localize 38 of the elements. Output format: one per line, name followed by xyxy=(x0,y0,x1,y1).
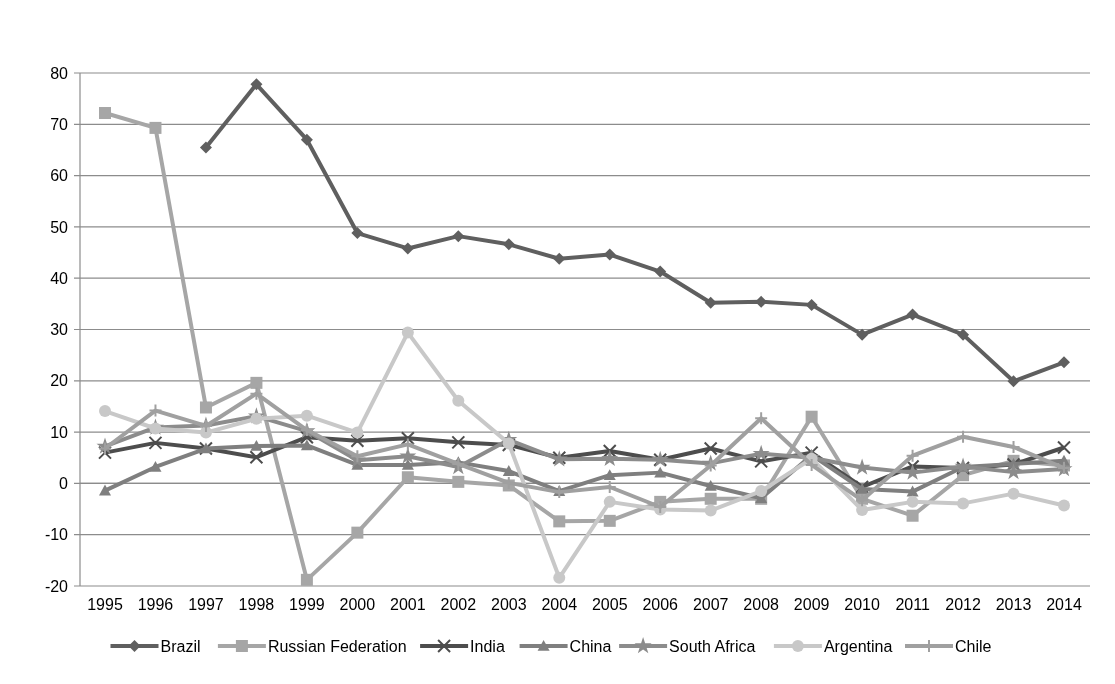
legend-label: China xyxy=(569,637,612,655)
x-tick-label: 2013 xyxy=(995,596,1032,613)
legend-label: Russian Federation xyxy=(267,637,407,655)
x-tick-label: 2008 xyxy=(743,596,780,613)
y-tick-label: 60 xyxy=(50,167,69,185)
y-tick-label: 10 xyxy=(50,423,69,441)
x-tick-label: 2003 xyxy=(490,596,527,613)
y-tick-label: -20 xyxy=(44,577,69,595)
y-tick-label: 20 xyxy=(50,372,69,390)
x-tick-label: 1998 xyxy=(238,596,275,613)
x-tick-label: 2000 xyxy=(339,596,376,613)
x-tick-label: 1997 xyxy=(188,596,224,613)
x-tick-label: 2005 xyxy=(591,596,628,613)
x-tick-label: 2002 xyxy=(440,596,477,613)
legend-label: South Africa xyxy=(669,637,756,655)
y-tick-label: 50 xyxy=(50,218,69,236)
x-tick-label: 2009 xyxy=(793,596,830,613)
x-tick-label: 1996 xyxy=(137,596,174,613)
legend-label: Argentina xyxy=(823,637,893,655)
legend-label: Brazil xyxy=(160,637,201,655)
x-tick-label: 2001 xyxy=(390,596,426,613)
x-tick-label: 2004 xyxy=(541,596,578,613)
x-tick-label: 2006 xyxy=(642,596,679,613)
x-tick-label: 2012 xyxy=(945,596,981,613)
y-tick-label: 0 xyxy=(59,475,69,492)
y-tick-label: 40 xyxy=(50,269,69,287)
x-tick-label: 1995 xyxy=(87,596,123,613)
legend-label: India xyxy=(470,637,505,655)
x-tick-label: 2011 xyxy=(895,596,930,613)
x-tick-label: 1999 xyxy=(289,596,325,613)
x-tick-label: 2010 xyxy=(844,596,880,613)
x-tick-label: 2007 xyxy=(692,596,729,613)
y-tick-label: 70 xyxy=(50,115,69,133)
y-tick-label: 30 xyxy=(50,321,69,339)
x-tick-label: 2014 xyxy=(1046,596,1082,613)
y-tick-label: 80 xyxy=(50,64,69,82)
legend-label: Chile xyxy=(955,637,992,655)
y-tick-label: -10 xyxy=(44,526,69,544)
